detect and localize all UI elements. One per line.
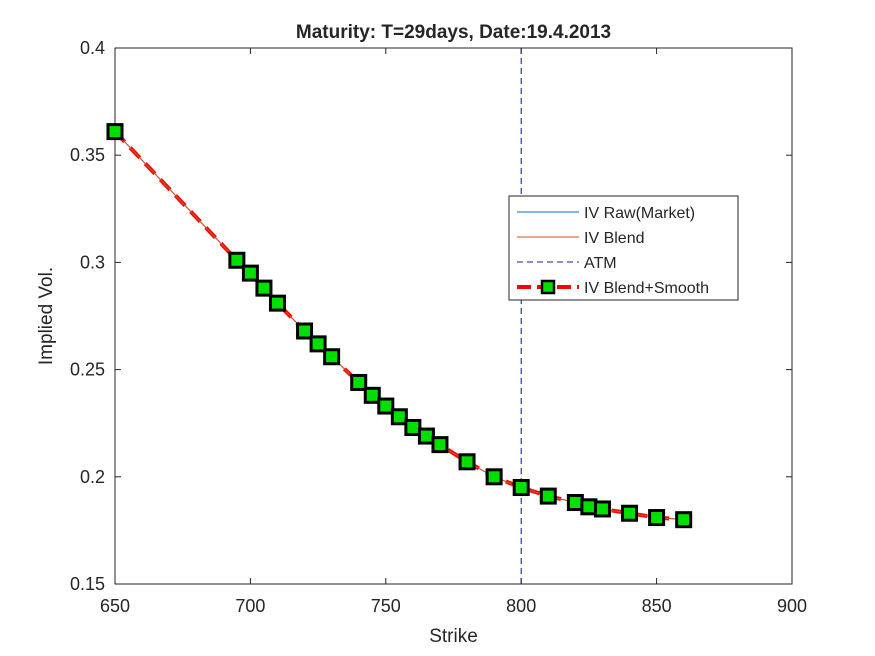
data-point-marker [268,294,286,312]
y-tick-label: 0.2 [80,467,105,487]
data-point-marker [417,427,435,445]
legend: IV Raw(Market) IV Blend ATM IV Blend+Smooth [508,195,739,301]
y-tick-label: 0.4 [80,38,105,58]
legend-swatch-marker [540,279,556,295]
data-point-marker [593,500,611,518]
tick-layer: 650 700 750 800 850 900 0.15 0.2 0.25 0.3 0.35 0.4 [70,38,807,616]
data-point-marker [255,279,273,297]
legend-entry-label: IV Blend+Smooth [584,280,709,297]
data-point-marker [580,498,598,516]
data-point-marker [431,436,449,454]
data-point-marker [458,453,476,471]
x-tick-label: 800 [506,596,536,616]
data-point-marker [404,418,422,436]
y-tick-label: 0.3 [80,252,105,272]
marker-layer [106,123,693,529]
data-point-marker [350,373,368,391]
x-tick-label: 900 [777,596,807,616]
data-point-marker [363,386,381,404]
data-point-marker [228,251,246,269]
data-point-marker [566,494,584,512]
x-tick-label: 850 [642,596,672,616]
x-axis-label: Strike [429,626,478,647]
data-point-marker [390,408,408,426]
data-point-marker [512,479,530,497]
y-tick-label: 0.15 [70,574,105,594]
data-point-marker [539,487,557,505]
data-point-marker [485,468,503,486]
data-point-marker [106,123,124,141]
data-point-marker [323,348,341,366]
legend-entry-label: IV Blend [584,230,644,247]
data-point-marker [648,509,666,527]
data-point-marker [309,335,327,353]
axes-box [114,47,793,585]
data-point-marker [621,504,639,522]
x-tick-label: 700 [235,596,265,616]
legend-entry-label: ATM [584,255,617,272]
chart-title: Maturity: T=29days, Date:19.4.2013 [296,22,611,43]
x-tick-label: 650 [100,596,130,616]
data-point-marker [241,264,259,282]
legend-entry-label: IV Raw(Market) [584,205,695,222]
y-tick-label: 0.25 [70,360,105,380]
plot-area: 650 700 750 800 850 900 0.15 0.2 0.25 0.3 0.35 0.4 [70,38,807,616]
y-tick-label: 0.35 [70,145,105,165]
data-point-marker [675,511,693,529]
y-axis-label: Implied Vol. [36,267,57,365]
data-point-marker [296,322,314,340]
x-tick-label: 750 [371,596,401,616]
data-point-marker [377,397,395,415]
